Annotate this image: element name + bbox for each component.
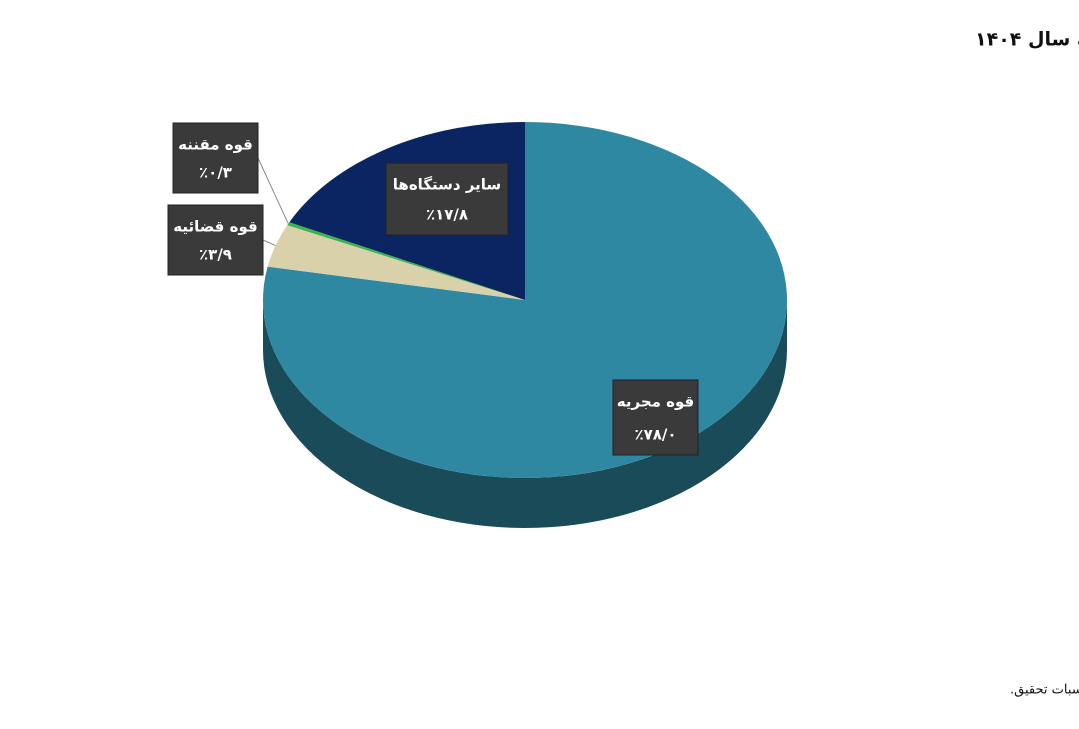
slice (287, 222, 525, 300)
value-label: ٪۱۷/۸ (426, 206, 468, 224)
slice-side (263, 300, 787, 528)
category-label: سایر دستگاه‌ها (393, 176, 501, 194)
slice (267, 225, 525, 300)
leader-line (257, 157, 289, 224)
label-box (167, 204, 264, 276)
leader-line (262, 239, 276, 246)
value-label: ٪۷۸/۰ (634, 426, 676, 444)
chart-title: شکل ۵. نمودار توزیع اعتبارات میان قوای م… (975, 28, 1079, 51)
value-label: ٪۰/۳ (199, 164, 232, 182)
source-note: مأخذ: لایحه بودجه سال ۱۴۰۴ کل کشور و محا… (1010, 680, 1079, 698)
category-label: قوه مجریه (617, 393, 694, 411)
category-label: قوه مقننه (178, 136, 253, 154)
label-box (172, 122, 259, 194)
label-box (385, 162, 509, 236)
value-label: ٪۳/۹ (199, 246, 232, 264)
category-label: قوه قضائیه (173, 218, 257, 236)
label-box (612, 379, 699, 456)
